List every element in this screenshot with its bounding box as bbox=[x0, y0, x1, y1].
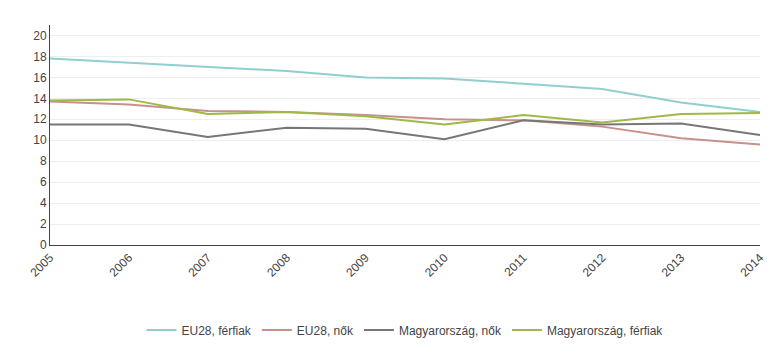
svg-text:12: 12 bbox=[33, 112, 47, 126]
svg-text:2011: 2011 bbox=[502, 251, 530, 279]
svg-text:2: 2 bbox=[40, 217, 47, 231]
svg-text:EU28, nők: EU28, nők bbox=[297, 324, 354, 338]
svg-text:2012: 2012 bbox=[580, 251, 609, 280]
svg-text:EU28, férfiak: EU28, férfiak bbox=[182, 324, 252, 338]
svg-text:2010: 2010 bbox=[422, 251, 451, 280]
svg-text:2013: 2013 bbox=[659, 251, 688, 280]
svg-text:0: 0 bbox=[40, 238, 47, 252]
svg-text:4: 4 bbox=[40, 196, 47, 210]
svg-text:18: 18 bbox=[33, 50, 47, 64]
svg-text:2005: 2005 bbox=[28, 251, 57, 280]
svg-text:2014: 2014 bbox=[738, 251, 767, 280]
svg-text:16: 16 bbox=[33, 71, 47, 85]
svg-text:2009: 2009 bbox=[343, 251, 372, 280]
svg-text:6: 6 bbox=[40, 175, 47, 189]
svg-text:14: 14 bbox=[33, 92, 47, 106]
svg-text:Magyarország, nők: Magyarország, nők bbox=[399, 324, 502, 338]
svg-text:2006: 2006 bbox=[106, 251, 135, 280]
svg-text:8: 8 bbox=[40, 154, 47, 168]
svg-text:2007: 2007 bbox=[185, 251, 214, 280]
svg-text:2008: 2008 bbox=[264, 251, 293, 280]
svg-text:20: 20 bbox=[33, 29, 47, 43]
svg-text:Magyarország, férfiak: Magyarország, férfiak bbox=[547, 324, 663, 338]
svg-text:10: 10 bbox=[33, 133, 47, 147]
